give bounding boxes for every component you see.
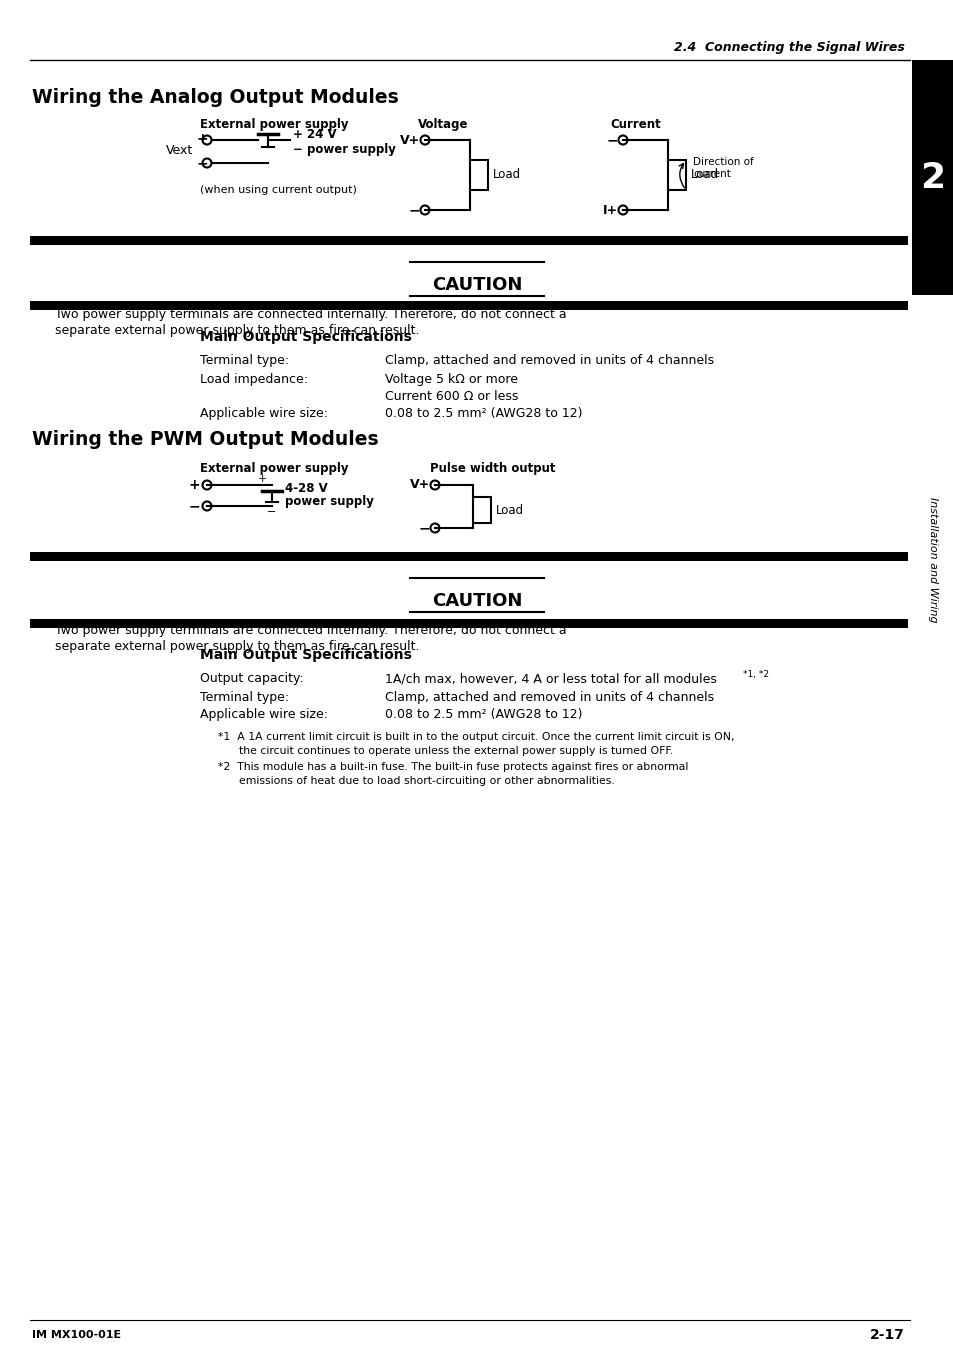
Text: Output capacity:: Output capacity: xyxy=(200,672,303,684)
Text: Installation and Wiring: Installation and Wiring xyxy=(927,497,937,622)
Bar xyxy=(30,552,907,562)
Text: External power supply: External power supply xyxy=(200,462,348,475)
Text: 0.08 to 2.5 mm² (AWG28 to 12): 0.08 to 2.5 mm² (AWG28 to 12) xyxy=(385,707,582,721)
Text: separate external power supply to them as fire can result.: separate external power supply to them a… xyxy=(55,640,419,653)
Text: −: − xyxy=(606,134,618,147)
Text: Load: Load xyxy=(493,169,520,181)
Bar xyxy=(911,59,953,296)
Bar xyxy=(30,620,907,628)
Text: +: + xyxy=(196,132,209,146)
Text: Current 600 Ω or less: Current 600 Ω or less xyxy=(385,390,517,404)
Text: separate external power supply to them as fire can result.: separate external power supply to them a… xyxy=(55,324,419,338)
Text: −: − xyxy=(267,508,276,517)
Text: −: − xyxy=(188,500,200,513)
Text: Terminal type:: Terminal type: xyxy=(200,354,289,367)
Text: 4-28 V: 4-28 V xyxy=(285,482,328,495)
Text: Main Output Specifications: Main Output Specifications xyxy=(200,648,412,662)
Text: Load impedance:: Load impedance: xyxy=(200,373,308,386)
Text: power supply: power supply xyxy=(285,495,374,509)
Text: Load: Load xyxy=(690,169,719,181)
Text: Applicable wire size:: Applicable wire size: xyxy=(200,406,328,420)
Text: current: current xyxy=(692,169,730,180)
Text: CAUTION: CAUTION xyxy=(432,593,521,610)
Text: CAUTION: CAUTION xyxy=(432,275,521,294)
Bar xyxy=(30,236,907,244)
Text: External power supply: External power supply xyxy=(200,117,348,131)
Text: Direction of: Direction of xyxy=(692,157,753,167)
Text: *1, *2: *1, *2 xyxy=(742,670,768,679)
Text: Clamp, attached and removed in units of 4 channels: Clamp, attached and removed in units of … xyxy=(385,354,714,367)
Text: 2.4  Connecting the Signal Wires: 2.4 Connecting the Signal Wires xyxy=(674,42,904,54)
Text: Terminal type:: Terminal type: xyxy=(200,691,289,703)
Text: Two power supply terminals are connected internally. Therefore, do not connect a: Two power supply terminals are connected… xyxy=(55,624,566,637)
Text: *1  A 1A current limit circuit is built in to the output circuit. Once the curre: *1 A 1A current limit circuit is built i… xyxy=(218,732,734,742)
Text: +: + xyxy=(188,478,200,491)
Text: Pulse width output: Pulse width output xyxy=(430,462,555,475)
Text: *2  This module has a built-in fuse. The built-in fuse protects against fires or: *2 This module has a built-in fuse. The … xyxy=(218,761,688,772)
Text: − power supply: − power supply xyxy=(293,143,395,155)
Text: Vext: Vext xyxy=(166,144,193,158)
Text: the circuit continues to operate unless the external power supply is turned OFF.: the circuit continues to operate unless … xyxy=(218,747,673,756)
Text: + 24 V: + 24 V xyxy=(293,128,336,142)
Text: 1A/ch max, however, 4 A or less total for all modules: 1A/ch max, however, 4 A or less total fo… xyxy=(385,672,716,684)
Text: Voltage 5 kΩ or more: Voltage 5 kΩ or more xyxy=(385,373,517,386)
Text: Two power supply terminals are connected internally. Therefore, do not connect a: Two power supply terminals are connected… xyxy=(55,308,566,321)
Bar xyxy=(30,301,907,310)
Text: 2: 2 xyxy=(920,161,944,194)
Bar xyxy=(473,497,491,522)
Text: Load: Load xyxy=(496,504,523,517)
Text: Current: Current xyxy=(609,117,660,131)
Text: Wiring the Analog Output Modules: Wiring the Analog Output Modules xyxy=(32,88,398,107)
Text: 0.08 to 2.5 mm² (AWG28 to 12): 0.08 to 2.5 mm² (AWG28 to 12) xyxy=(385,406,582,420)
Text: Main Output Specifications: Main Output Specifications xyxy=(200,329,412,344)
Text: −: − xyxy=(418,521,430,535)
Text: −: − xyxy=(408,202,419,217)
Text: Wiring the PWM Output Modules: Wiring the PWM Output Modules xyxy=(32,431,378,450)
Text: I+: I+ xyxy=(602,204,618,216)
Text: (when using current output): (when using current output) xyxy=(200,185,356,194)
Text: V+: V+ xyxy=(410,478,430,491)
Text: 2-17: 2-17 xyxy=(869,1328,904,1342)
Text: Clamp, attached and removed in units of 4 channels: Clamp, attached and removed in units of … xyxy=(385,691,714,703)
Text: Voltage: Voltage xyxy=(417,117,468,131)
Text: IM MX100-01E: IM MX100-01E xyxy=(32,1330,121,1341)
Text: −: − xyxy=(196,157,209,170)
Text: emissions of heat due to load short-circuiting or other abnormalities.: emissions of heat due to load short-circ… xyxy=(218,776,614,786)
Text: +: + xyxy=(257,474,267,485)
Text: V+: V+ xyxy=(399,134,419,147)
Bar xyxy=(667,161,685,190)
Text: Applicable wire size:: Applicable wire size: xyxy=(200,707,328,721)
Bar xyxy=(470,161,488,190)
FancyArrowPatch shape xyxy=(679,163,683,188)
